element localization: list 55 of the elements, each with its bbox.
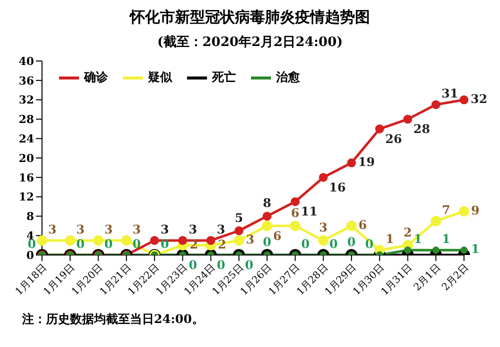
y-tick-label: 36 xyxy=(18,74,34,88)
data-label: 6 xyxy=(273,228,282,243)
data-label: 3 xyxy=(216,222,226,236)
data-label: 7 xyxy=(442,203,450,218)
legend-label: 疑似 xyxy=(148,69,172,86)
data-label: 6 xyxy=(291,206,300,220)
x-tick-label: 2月2日 xyxy=(440,262,472,294)
data-label: 3 xyxy=(48,222,56,236)
data-label: 0 xyxy=(188,258,198,272)
data-label: 1 xyxy=(386,232,394,246)
data-label: 2 xyxy=(404,225,412,240)
data-label: 32 xyxy=(470,92,488,106)
chart-title: 怀化市新型冠状病毒肺炎疫情趋势图 xyxy=(128,8,371,27)
legend-label: 死亡 xyxy=(212,69,236,86)
text: 注：历史数据均截至当日24:00。 xyxy=(22,311,205,328)
data-label: 0 xyxy=(104,237,113,251)
legend-label: 治愈 xyxy=(276,69,300,86)
data-label: 1 xyxy=(471,242,480,256)
chart-subtitle: (截至：2020年2月2日24:00) xyxy=(156,34,344,51)
data-label: 0 xyxy=(262,235,272,249)
data-label: 3 xyxy=(319,220,328,234)
y-tick-label: 24 xyxy=(18,132,34,146)
data-label: 9 xyxy=(471,203,480,218)
y-tick-label: 32 xyxy=(18,94,34,107)
data-label: 3 xyxy=(132,222,141,236)
data-label: 19 xyxy=(358,154,375,169)
data-label: 3 xyxy=(104,222,113,236)
y-tick-label: 16 xyxy=(18,171,34,184)
y-tick-label: 12 xyxy=(18,190,34,204)
data-label: 28 xyxy=(413,122,430,136)
data-label: 1 xyxy=(442,232,450,246)
data-label: 0 xyxy=(347,235,356,249)
data-label: 11 xyxy=(300,204,318,219)
data-label: 0 xyxy=(301,237,310,251)
legend-label: 确诊 xyxy=(84,69,108,86)
y-tick-label: 40 xyxy=(18,54,34,68)
data-label: 26 xyxy=(385,132,402,146)
data-label: 16 xyxy=(328,180,346,194)
data-label: 3 xyxy=(188,222,198,236)
data-label: 31 xyxy=(442,86,458,101)
data-label: 3 xyxy=(160,222,169,236)
y-tick-label: 8 xyxy=(26,210,34,224)
data-label: 3 xyxy=(246,232,254,246)
data-label: 0 xyxy=(216,258,226,272)
data-label: 3 xyxy=(76,222,85,236)
data-label: 8 xyxy=(262,196,272,210)
y-tick-label: 28 xyxy=(18,113,34,126)
data-label: 0 xyxy=(76,237,85,251)
data-label: 0 xyxy=(329,237,338,251)
y-tick-label: 0 xyxy=(26,248,34,262)
data-label: 6 xyxy=(358,218,367,232)
data-label: 0 xyxy=(245,258,254,272)
y-tick-label: 20 xyxy=(18,152,34,165)
data-label: 0 xyxy=(160,237,169,251)
data-label: 5 xyxy=(234,210,244,225)
